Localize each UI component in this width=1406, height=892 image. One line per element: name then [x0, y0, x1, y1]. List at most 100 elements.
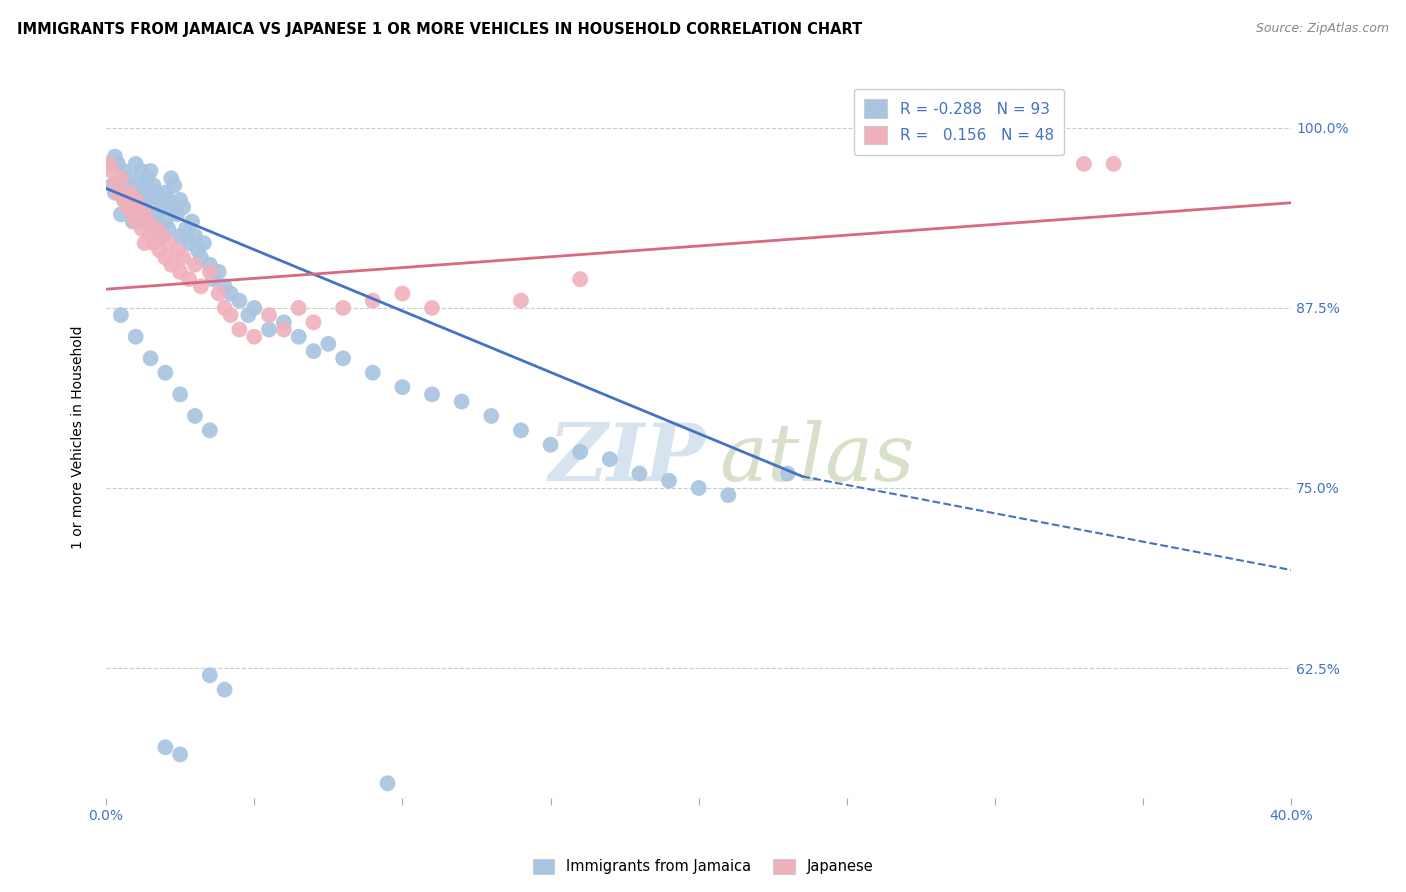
Point	[219, 308, 242, 322]
Point	[160, 258, 183, 272]
Point	[139, 164, 162, 178]
Point	[540, 438, 562, 452]
Point	[134, 178, 156, 193]
Text: IMMIGRANTS FROM JAMAICA VS JAPANESE 1 OR MORE VEHICLES IN HOUSEHOLD CORRELATION : IMMIGRANTS FROM JAMAICA VS JAPANESE 1 OR…	[17, 22, 862, 37]
Point	[569, 272, 592, 286]
Point	[198, 423, 221, 437]
Point	[134, 236, 156, 251]
Point	[287, 329, 309, 343]
Point	[125, 214, 148, 228]
Point	[157, 221, 180, 235]
Point	[361, 293, 384, 308]
Point	[177, 236, 200, 251]
Point	[332, 301, 354, 315]
Point	[148, 193, 170, 207]
Point	[166, 244, 188, 258]
Point	[98, 157, 121, 171]
Point	[136, 214, 159, 228]
Point	[160, 200, 183, 214]
Point	[1102, 157, 1125, 171]
Point	[169, 387, 191, 401]
Legend: R = -0.288   N = 93, R =   0.156   N = 48: R = -0.288 N = 93, R = 0.156 N = 48	[853, 88, 1064, 155]
Point	[131, 164, 153, 178]
Point	[479, 409, 502, 423]
Point	[155, 214, 177, 228]
Point	[107, 157, 129, 171]
Point	[139, 228, 162, 243]
Point	[145, 221, 167, 235]
Point	[509, 423, 531, 437]
Point	[101, 164, 124, 178]
Point	[118, 186, 141, 200]
Point	[142, 207, 165, 221]
Point	[98, 157, 121, 171]
Point	[391, 380, 413, 394]
Point	[110, 308, 132, 322]
Point	[569, 445, 592, 459]
Point	[391, 286, 413, 301]
Point	[169, 747, 191, 762]
Point	[198, 265, 221, 279]
Point	[658, 474, 681, 488]
Point	[125, 329, 148, 343]
Point	[318, 337, 340, 351]
Point	[228, 322, 250, 336]
Point	[115, 178, 138, 193]
Point	[177, 272, 200, 286]
Point	[169, 193, 191, 207]
Point	[717, 488, 740, 502]
Point	[115, 200, 138, 214]
Point	[131, 221, 153, 235]
Point	[509, 293, 531, 308]
Text: atlas: atlas	[720, 420, 915, 498]
Point	[166, 207, 188, 221]
Point	[150, 228, 173, 243]
Point	[273, 322, 295, 336]
Point	[184, 258, 207, 272]
Point	[420, 387, 443, 401]
Point	[112, 164, 135, 178]
Point	[112, 193, 135, 207]
Point	[184, 409, 207, 423]
Point	[187, 244, 209, 258]
Point	[118, 193, 141, 207]
Point	[139, 351, 162, 366]
Point	[148, 221, 170, 235]
Point	[302, 315, 325, 329]
Point	[145, 214, 167, 228]
Point	[125, 178, 148, 193]
Point	[134, 200, 156, 214]
Point	[150, 200, 173, 214]
Point	[104, 186, 127, 200]
Point	[155, 740, 177, 755]
Point	[450, 394, 472, 409]
Point	[273, 315, 295, 329]
Point	[125, 200, 148, 214]
Point	[190, 251, 212, 265]
Point	[121, 207, 143, 221]
Point	[420, 301, 443, 315]
Point	[136, 193, 159, 207]
Point	[121, 186, 143, 200]
Point	[1073, 157, 1095, 171]
Point	[150, 228, 173, 243]
Point	[163, 178, 186, 193]
Point	[155, 366, 177, 380]
Point	[125, 157, 148, 171]
Point	[139, 207, 162, 221]
Point	[361, 366, 384, 380]
Point	[688, 481, 710, 495]
Point	[181, 214, 204, 228]
Point	[169, 265, 191, 279]
Point	[115, 200, 138, 214]
Point	[172, 251, 194, 265]
Point	[118, 171, 141, 186]
Point	[599, 452, 621, 467]
Point	[208, 286, 231, 301]
Point	[238, 308, 260, 322]
Point	[110, 207, 132, 221]
Point	[148, 244, 170, 258]
Point	[214, 682, 236, 697]
Point	[174, 221, 197, 235]
Point	[243, 329, 266, 343]
